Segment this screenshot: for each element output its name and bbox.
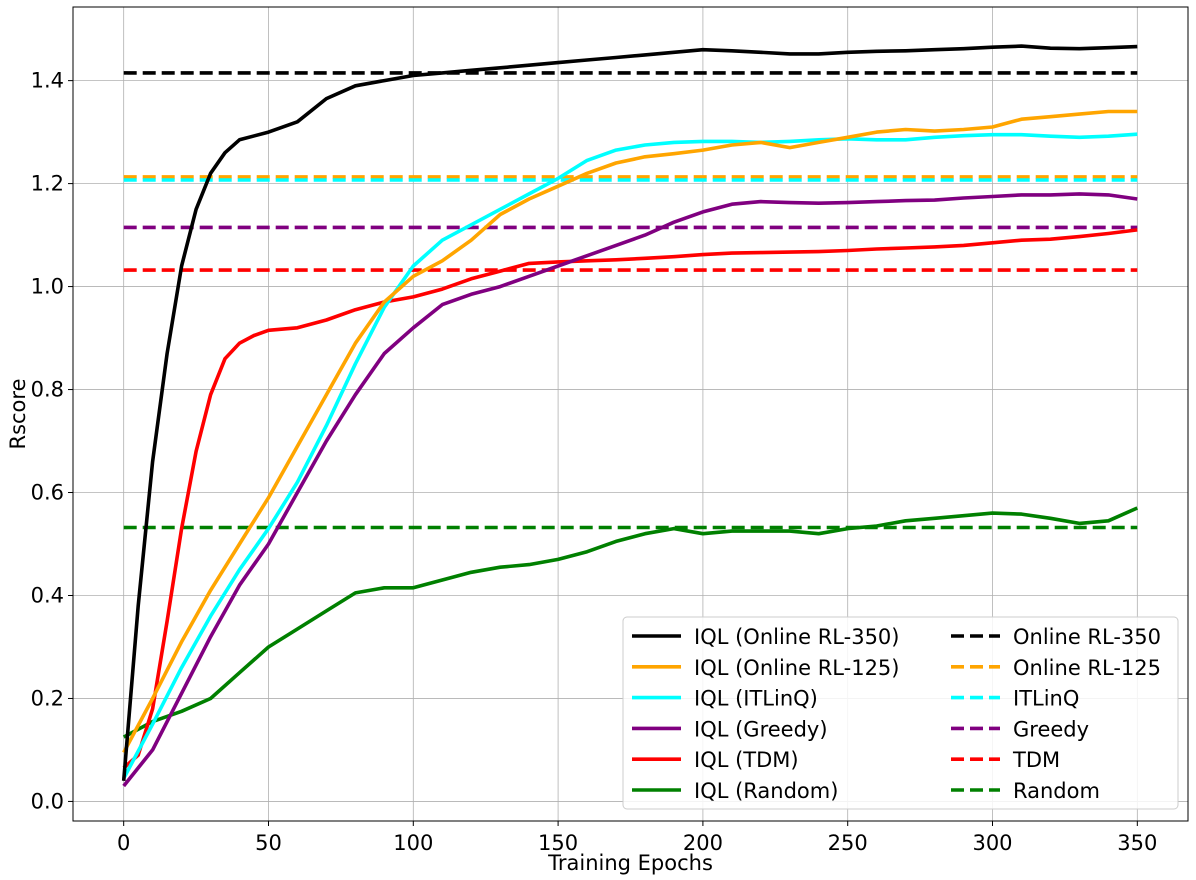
series-line-iql-itlinq [122, 132, 1138, 780]
x-tick-label: 350 [1117, 831, 1157, 855]
x-axis-ticks: 0 50 100 150 200 250 300 350 [117, 821, 1157, 855]
series-line-iql-tdm [122, 228, 1138, 770]
y-axis-title: Rscore [6, 378, 30, 449]
y-tick-label: 1.0 [31, 275, 64, 299]
series-line-iql-random [122, 506, 1139, 739]
y-axis-ticks: 0.0 0.2 0.4 0.6 0.8 1.0 1.2 1.4 [31, 69, 73, 813]
series-line-iql-greedy [122, 192, 1138, 788]
legend-label: Greedy [1013, 717, 1089, 741]
x-tick-label: 100 [393, 831, 433, 855]
y-tick-label: 1.4 [31, 69, 64, 93]
legend-label: IQL (Online RL-125) [694, 656, 899, 680]
legend-label: IQL (Greedy) [694, 717, 828, 741]
x-tick-label: 300 [972, 831, 1012, 855]
legend-label: IQL (Random) [694, 779, 838, 803]
y-tick-label: 0.6 [31, 481, 64, 505]
legend-box [622, 616, 1179, 810]
legend-label: IQL (Online RL-350) [694, 625, 899, 649]
legend-label: IQL (ITLinQ) [694, 687, 818, 711]
x-tick-label: 150 [538, 831, 578, 855]
plot-frame [72, 6, 1189, 822]
legend-label: Random [1013, 779, 1100, 803]
y-tick-label: 1.2 [31, 172, 64, 196]
y-tick-label: 0.4 [31, 583, 64, 607]
y-tick-label: 0.8 [31, 378, 64, 402]
legend: IQL (Online RL-350) IQL (Online RL-125) IQ… [622, 616, 1179, 810]
legend-label: IQL (TDM) [694, 748, 799, 772]
x-tick-label: 200 [683, 831, 723, 855]
legend-label: TDM [1012, 748, 1060, 772]
x-axis-title: Training Epochs [547, 851, 713, 875]
series-line-iql-online-rl-125 [122, 109, 1138, 754]
legend-label: Online RL-125 [1013, 656, 1161, 680]
x-tick-label: 250 [828, 831, 868, 855]
y-tick-label: 0.2 [31, 686, 64, 710]
legend-label: ITLinQ [1013, 687, 1079, 711]
y-tick-label: 0.0 [31, 789, 64, 813]
legend-label: Online RL-350 [1013, 625, 1161, 649]
plot-lines [121, 44, 1139, 788]
x-tick-label: 0 [117, 831, 130, 855]
x-tick-label: 50 [255, 831, 282, 855]
series-line-iql-online-rl-350 [121, 44, 1138, 781]
